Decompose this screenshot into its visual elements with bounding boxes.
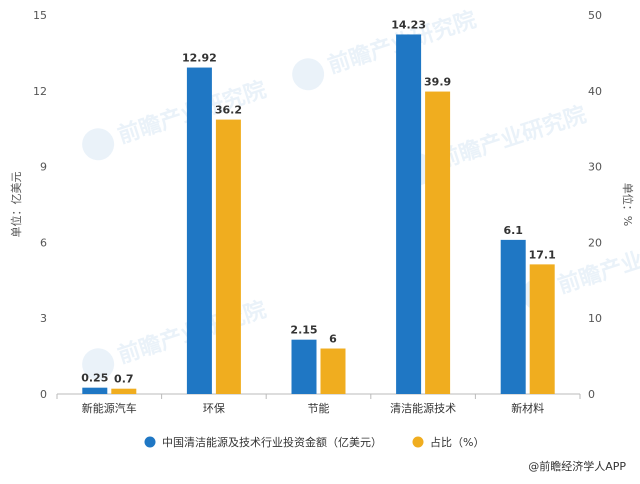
category-label: 清洁能源技术 <box>390 401 456 415</box>
category-label: 新材料 <box>511 401 544 415</box>
y-tick-label-right: 30 <box>588 161 602 174</box>
bar-value-label: 0.25 <box>81 372 108 385</box>
legend-marker-icon <box>144 436 156 448</box>
y-tick-label-left: 3 <box>40 312 47 325</box>
y-tick-label-right: 0 <box>588 388 595 401</box>
legend-label: 占比（%） <box>430 435 484 449</box>
watermark: 前瞻产业研究院 <box>82 77 269 161</box>
bar-series-2 <box>425 91 451 395</box>
bar-value-label: 6 <box>329 333 337 346</box>
bar-series-2 <box>320 348 346 394</box>
bar-series-2 <box>215 119 241 394</box>
category-label: 新能源汽车 <box>82 401 137 415</box>
y-tick-label-right: 40 <box>588 85 602 98</box>
bars: 0.25 12.92 2.15 14.23 6.1 0.7 36.2 6 39.9 17.1 <box>81 18 556 395</box>
bar-series-1 <box>186 67 212 395</box>
bar-value-label: 0.7 <box>114 373 134 386</box>
bar-series-2 <box>529 264 555 394</box>
bar-value-label: 36.2 <box>215 104 242 117</box>
source-credit: @前瞻经济学人APP <box>528 460 626 473</box>
legend: 中国清洁能源及技术行业投资金额（亿美元） 占比（%） <box>144 435 484 449</box>
y-axis-title-left: 单位：亿美元 <box>9 172 23 238</box>
bar-value-label: 2.15 <box>290 324 317 337</box>
y-tick-label-left: 0 <box>40 388 47 401</box>
bar-series-1 <box>396 34 422 395</box>
y-tick-label-left: 15 <box>33 9 47 22</box>
y-tick-label-right: 20 <box>588 236 602 249</box>
bar-series-2 <box>111 388 137 394</box>
y-tick-label-right: 10 <box>588 312 602 325</box>
y-tick-label-left: 12 <box>33 85 47 98</box>
watermark-text: 前瞻产业研究院 <box>435 102 590 174</box>
bar-value-label: 39.9 <box>424 76 451 89</box>
category-label: 环保 <box>203 401 225 415</box>
bar-series-1 <box>82 387 108 394</box>
bar-value-label: 6.1 <box>503 224 523 237</box>
bar-series-1 <box>500 239 526 394</box>
watermark-logo-icon <box>82 348 115 381</box>
legend-marker-icon <box>412 436 424 448</box>
watermark-layer: 前瞻产业研究院前瞻产业研究院前瞻产业研究院前瞻产业研究院前瞻产业研究院 <box>82 7 640 381</box>
bar-value-label: 12.92 <box>182 52 217 65</box>
y-tick-label-left: 9 <box>40 161 47 174</box>
axes: 0 3 6 9 12 15 0 10 20 30 40 50 单位：亿美元 单位：% 新能源汽车 环保 节能 清洁… <box>9 9 635 415</box>
y-axis-title-right: 单位：% <box>621 183 635 226</box>
y-tick-label-left: 6 <box>40 236 47 249</box>
watermark-logo-icon <box>82 128 115 161</box>
bar-series-1 <box>291 339 317 394</box>
category-label: 节能 <box>308 401 330 415</box>
legend-label: 中国清洁能源及技术行业投资金额（亿美元） <box>162 435 382 449</box>
watermark-logo-icon <box>292 58 325 91</box>
watermark: 前瞻产业研究院 <box>292 7 479 91</box>
y-tick-label-right: 50 <box>588 9 602 22</box>
bar-value-label: 17.1 <box>529 248 556 261</box>
bar-value-label: 14.23 <box>391 18 426 31</box>
